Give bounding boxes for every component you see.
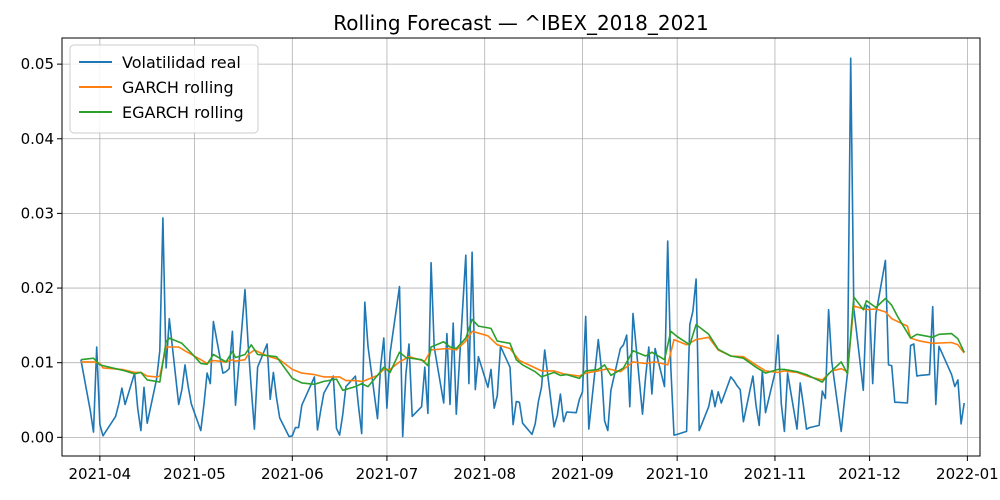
plot-frame [61, 37, 981, 457]
y-tick-label: 0.03 [21, 204, 54, 222]
chart-title: Rolling Forecast — ^IBEX_2018_2021 [333, 11, 709, 35]
legend-label-egarch-rolling: EGARCH rolling [122, 103, 244, 122]
x-tick-label: 2021-04 [69, 465, 132, 483]
series-line-egarch-rolling [80, 296, 965, 392]
x-tick-label: 2021-09 [551, 465, 614, 483]
axis-ticks: 2021-04 2021-05 2021-06 2021-07 2021-08 2021-… [21, 55, 999, 483]
y-tick-label: 0.02 [21, 279, 54, 297]
x-tick-label: 2021-05 [163, 465, 226, 483]
y-tick-label: 0.04 [21, 130, 54, 148]
series-line-volatilidad-real [80, 57, 965, 438]
x-tick-label: 2021-12 [838, 465, 901, 483]
x-tick-label: 2021-06 [261, 465, 324, 483]
y-tick-label: 0.01 [21, 354, 54, 372]
legend-label-garch-rolling: GARCH rolling [122, 78, 234, 97]
y-tick-label: 0.05 [21, 55, 54, 73]
legend: Volatilidad real GARCH rolling EGARCH roll… [69, 44, 259, 134]
x-tick-label: 2021-07 [356, 465, 419, 483]
x-tick-label: 2022-01 [936, 465, 999, 483]
series-lines [80, 57, 965, 438]
series-line-garch-rolling [80, 305, 965, 383]
legend-box [69, 44, 259, 134]
y-tick-label: 0.00 [21, 428, 54, 446]
x-tick-label: 2021-11 [744, 465, 807, 483]
legend-label-volatilidad-real: Volatilidad real [122, 53, 241, 72]
x-tick-label: 2021-10 [646, 465, 709, 483]
x-tick-label: 2021-08 [453, 465, 516, 483]
